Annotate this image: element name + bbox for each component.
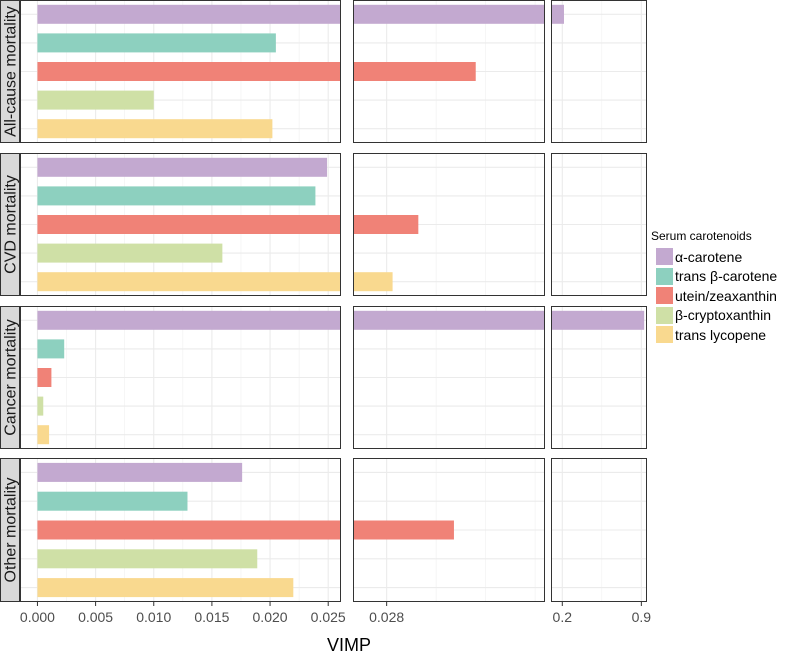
- facet-label: CVD mortality: [3, 175, 20, 274]
- bar-utein/zeaxanthin: [37, 368, 52, 387]
- legend-label: α-carotene: [675, 248, 743, 265]
- facet-strip: [0, 0, 20, 143]
- panel-border: [20, 153, 341, 296]
- legend-label: trans lycopene: [675, 326, 767, 343]
- bar-trans lycopene: [37, 578, 294, 598]
- bar-utein/zeaxanthin: [37, 520, 342, 540]
- bar-α-carotene: [551, 4, 564, 24]
- bar-trans β-carotene: [37, 186, 316, 206]
- facet-strip: [0, 458, 20, 602]
- bar-β-cryptoxanthin: [37, 396, 44, 416]
- legend-item: α-carotene: [651, 247, 787, 267]
- legend: Serum carotenoids α-carotene trans β-caro…: [651, 229, 787, 345]
- panel-border: [20, 0, 341, 143]
- panel-border: [551, 458, 647, 602]
- panel-border: [353, 306, 545, 449]
- panel-border: [353, 0, 545, 143]
- legend-label: β-cryptoxanthin: [675, 307, 771, 324]
- x-tick-label: 0.9: [632, 609, 652, 625]
- bar-β-cryptoxanthin: [37, 243, 223, 263]
- bar-trans lycopene: [37, 272, 342, 292]
- x-tick-label: 0.010: [136, 609, 171, 625]
- facet-label: Cancer mortality: [3, 319, 20, 435]
- x-tick-label: 0.2: [553, 609, 573, 625]
- bar-utein/zeaxanthin: [37, 215, 342, 234]
- legend-item: trans β-carotene: [651, 267, 787, 287]
- panel-border: [551, 306, 647, 449]
- bar-α-carotene: [353, 310, 545, 330]
- facet-strip: [0, 153, 20, 296]
- bar-trans β-carotene: [37, 491, 188, 511]
- legend-item: β-cryptoxanthin: [651, 306, 787, 326]
- legend-key: [656, 248, 673, 266]
- bar-trans lycopene: [353, 272, 393, 292]
- bar-α-carotene: [353, 4, 545, 24]
- bar-α-carotene: [37, 310, 342, 330]
- panel-border: [20, 306, 341, 449]
- legend-title: Serum carotenoids: [651, 229, 752, 243]
- bar-β-cryptoxanthin: [37, 549, 258, 569]
- bar-trans lycopene: [37, 119, 273, 139]
- bar-trans β-carotene: [37, 33, 276, 53]
- x-tick-label: 0.020: [253, 609, 288, 625]
- x-tick-label: 0.025: [311, 609, 346, 625]
- panel-border: [353, 458, 545, 602]
- legend-key: [656, 287, 673, 305]
- legend-key: [656, 306, 673, 324]
- bar-α-carotene: [37, 4, 342, 24]
- bar-trans β-carotene: [37, 339, 65, 359]
- legend-label: utein/zeaxanthin: [675, 287, 777, 304]
- bar-utein/zeaxanthin: [37, 62, 342, 81]
- x-tick-label: 0.000: [20, 609, 55, 625]
- facet-label: Other mortality: [3, 478, 20, 583]
- panel-border: [551, 0, 647, 143]
- facet-strip: [0, 306, 20, 449]
- x-tick-label: 0.028: [369, 609, 404, 625]
- panel-border: [551, 153, 647, 296]
- x-axis-title: VIMP: [327, 635, 371, 655]
- legend-key: [656, 267, 673, 285]
- bar-α-carotene: [551, 310, 645, 330]
- bar-β-cryptoxanthin: [37, 90, 154, 110]
- x-tick-label: 0.005: [78, 609, 113, 625]
- panel-border: [20, 458, 341, 602]
- bar-utein/zeaxanthin: [353, 520, 454, 540]
- x-tick-label: 0.015: [194, 609, 229, 625]
- legend-label: trans β-carotene: [675, 268, 778, 285]
- panel-border: [353, 153, 545, 296]
- legend-item: trans lycopene: [651, 325, 787, 345]
- legend-key: [656, 326, 673, 344]
- facet-label: All-cause mortality: [3, 6, 20, 137]
- legend-item: utein/zeaxanthin: [651, 286, 787, 306]
- bar-utein/zeaxanthin: [353, 62, 476, 81]
- bar-α-carotene: [37, 462, 243, 482]
- bar-trans lycopene: [37, 425, 50, 445]
- bar-utein/zeaxanthin: [353, 215, 419, 234]
- bar-α-carotene: [37, 157, 328, 177]
